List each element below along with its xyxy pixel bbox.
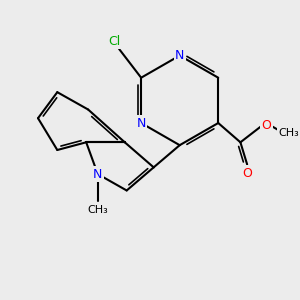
Text: O: O [242, 167, 252, 180]
Text: Cl: Cl [108, 34, 120, 48]
Text: O: O [262, 119, 272, 132]
Text: N: N [175, 49, 184, 62]
Text: N: N [93, 168, 103, 181]
Text: N: N [136, 116, 146, 130]
Text: CH₃: CH₃ [87, 205, 108, 215]
Text: CH₃: CH₃ [278, 128, 299, 138]
